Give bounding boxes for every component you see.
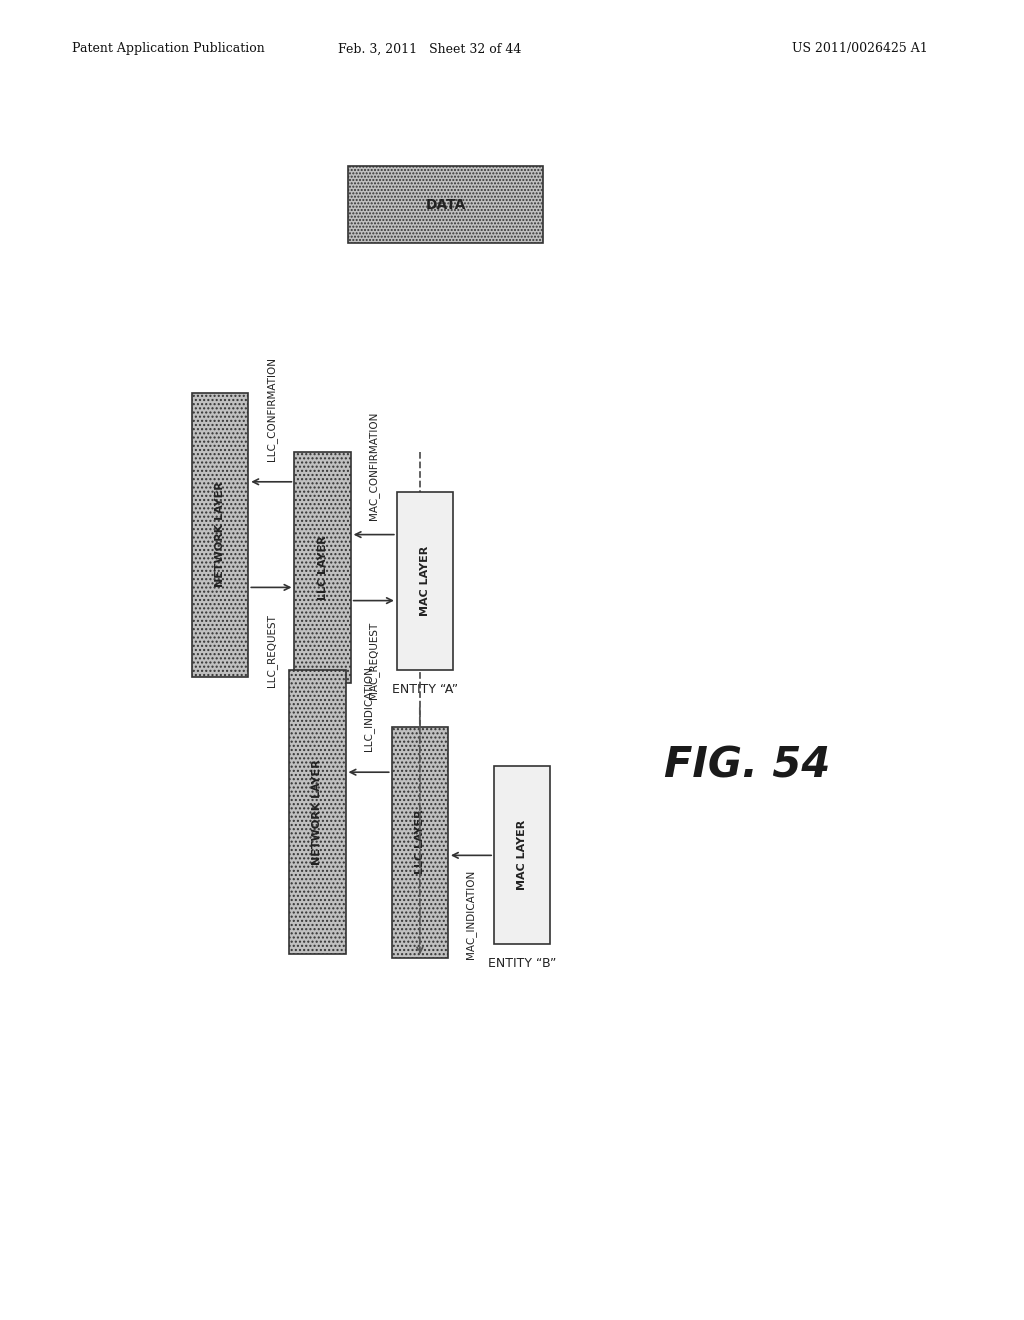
- Text: ENTITY “B”: ENTITY “B”: [488, 957, 556, 970]
- Bar: [348, 166, 543, 243]
- Bar: [391, 726, 447, 958]
- Text: NETWORK LAYER: NETWORK LAYER: [215, 482, 225, 587]
- Text: Patent Application Publication: Patent Application Publication: [72, 42, 264, 55]
- Bar: [295, 453, 350, 684]
- Text: LLC_INDICATION: LLC_INDICATION: [364, 667, 374, 751]
- Text: MAC LAYER: MAC LAYER: [517, 820, 527, 891]
- Text: DATA: DATA: [425, 198, 466, 211]
- Bar: [193, 393, 248, 676]
- Bar: [494, 766, 551, 945]
- Text: Feb. 3, 2011   Sheet 32 of 44: Feb. 3, 2011 Sheet 32 of 44: [338, 42, 522, 55]
- Text: LLC_CONFIRMATION: LLC_CONFIRMATION: [266, 358, 276, 461]
- Text: LLC LAYER: LLC LAYER: [415, 810, 425, 874]
- Text: MAC_CONFIRMATION: MAC_CONFIRMATION: [369, 412, 379, 520]
- Bar: [396, 491, 453, 671]
- Text: US 2011/0026425 A1: US 2011/0026425 A1: [793, 42, 928, 55]
- Bar: [289, 671, 345, 953]
- Text: NETWORK LAYER: NETWORK LAYER: [312, 759, 323, 865]
- Text: LLC_REQUEST: LLC_REQUEST: [266, 614, 276, 688]
- Text: MAC_REQUEST: MAC_REQUEST: [369, 622, 379, 698]
- Text: MAC LAYER: MAC LAYER: [420, 545, 430, 616]
- Text: MAC_INDICATION: MAC_INDICATION: [466, 870, 476, 960]
- Text: FIG. 54: FIG. 54: [665, 744, 830, 787]
- Text: LLC LAYER: LLC LAYER: [317, 536, 328, 599]
- Text: ENTITY “A”: ENTITY “A”: [392, 682, 458, 696]
